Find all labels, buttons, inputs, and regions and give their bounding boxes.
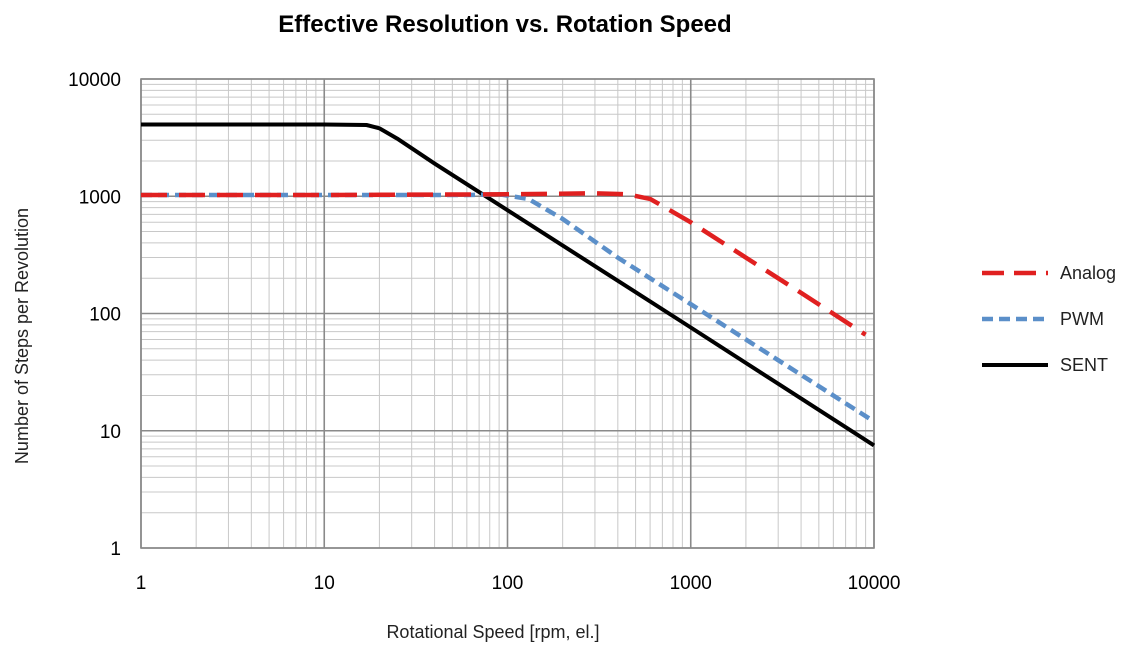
- y-tick-label: 10: [100, 422, 121, 443]
- y-tick-label: 1: [110, 539, 121, 560]
- x-tick-label: 100: [492, 573, 524, 594]
- x-axis-label: Rotational Speed [rpm, el.]: [386, 622, 599, 642]
- series-line-sent: [141, 122, 876, 448]
- x-tick-label: 1000: [670, 573, 712, 594]
- legend-label-sent: SENT: [1060, 355, 1108, 375]
- y-tick-label: 10000: [68, 70, 121, 91]
- legend: Analog PWM SENT: [982, 263, 1116, 375]
- series-line-analog: [141, 191, 867, 337]
- legend-label-pwm: PWM: [1060, 309, 1104, 329]
- x-tick-labels: 1 10 100 1000 10000: [136, 573, 901, 594]
- series-lines: [141, 122, 876, 448]
- y-axis-label: Number of Steps per Revolution: [12, 208, 32, 464]
- y-tick-label: 100: [89, 305, 121, 326]
- chart-title: Effective Resolution vs. Rotation Speed: [278, 11, 731, 38]
- x-tick-label: 10: [314, 573, 335, 594]
- grid: [140, 78, 875, 549]
- y-tick-labels: 1 10 100 1000 10000: [68, 70, 121, 560]
- legend-label-analog: Analog: [1060, 263, 1116, 283]
- x-tick-label: 10000: [848, 573, 901, 594]
- plot-border: [140, 78, 875, 549]
- x-tick-label: 1: [136, 573, 147, 594]
- y-tick-label: 1000: [79, 187, 121, 208]
- series-line-pwm: [141, 192, 876, 424]
- plot-area-border: [140, 78, 875, 549]
